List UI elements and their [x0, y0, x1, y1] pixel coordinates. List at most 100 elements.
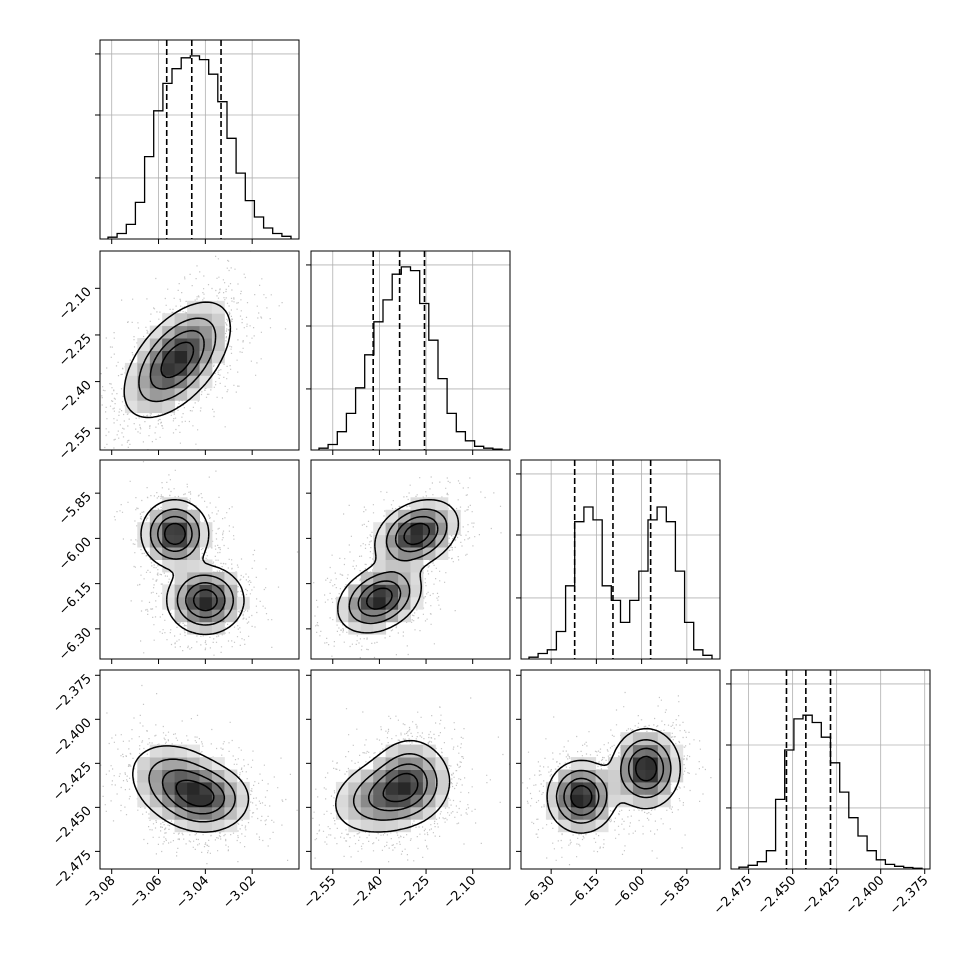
- contour-level-2: [357, 515, 439, 617]
- density-panel-0-1: [99, 250, 300, 451]
- histogram-step: [528, 506, 713, 659]
- density-content: [113, 461, 299, 656]
- y-tick-label: −5.85: [56, 489, 95, 528]
- density-cells: [124, 300, 225, 414]
- density-cell: [162, 338, 176, 351]
- panel-frame: [99, 669, 300, 870]
- density-cell: [187, 559, 200, 573]
- density-cell: [645, 744, 659, 758]
- density-cell: [187, 509, 200, 523]
- density-cell: [348, 794, 362, 808]
- y-tick-label: −2.40: [56, 378, 95, 417]
- density-content: [311, 697, 510, 863]
- x-tick-label: −2.55: [301, 873, 340, 912]
- density-cell: [360, 819, 374, 833]
- density-cell: [174, 584, 188, 598]
- contour-level-1: [348, 508, 448, 625]
- panel-frame: [520, 669, 721, 870]
- contour-level-1: [555, 739, 672, 824]
- density-cell: [199, 609, 213, 623]
- density-cell: [570, 781, 584, 795]
- y-tick-label: −2.450: [50, 804, 95, 849]
- density-cell: [608, 794, 621, 808]
- density-cell: [162, 362, 176, 376]
- contour-level-1: [148, 758, 236, 823]
- panel-frame: [310, 459, 511, 660]
- density-cell: [583, 794, 597, 808]
- density-cell: [385, 559, 399, 573]
- density-cell: [224, 769, 238, 783]
- density-cell: [137, 387, 151, 401]
- density-cell: [545, 806, 559, 820]
- density-cell: [187, 769, 200, 783]
- density-cell: [124, 375, 138, 389]
- density-cell: [162, 559, 176, 573]
- scatter-points: [113, 461, 299, 656]
- density-panel-2-3: [520, 669, 721, 870]
- x-tick-label: −2.475: [711, 873, 756, 918]
- density-panel-1-2: [310, 459, 511, 660]
- density-cell: [174, 806, 188, 820]
- density-cell: [558, 806, 572, 820]
- density-cell: [385, 806, 399, 820]
- density-cell: [187, 387, 200, 401]
- histogram-panel-2: [516, 459, 721, 660]
- contour-level-0: [546, 727, 682, 834]
- density-cell: [348, 806, 362, 820]
- density-cell: [385, 781, 399, 795]
- density-cell: [435, 522, 449, 536]
- contour-level-2: [161, 769, 226, 815]
- y-tick-label: −2.55: [56, 424, 95, 463]
- density-cell: [224, 781, 238, 795]
- density-cell: [595, 769, 609, 783]
- density-cell: [670, 757, 684, 770]
- density-cell: [435, 781, 449, 795]
- density-cell: [162, 769, 176, 783]
- density-cell: [224, 596, 238, 610]
- density-panel-0-3: [99, 669, 300, 870]
- x-tick-label: −5.85: [655, 873, 694, 912]
- density-cell: [224, 806, 238, 820]
- contour-level-3: [163, 522, 218, 612]
- panel-frame: [310, 669, 511, 870]
- density-cell: [558, 819, 572, 833]
- density-cell: [174, 534, 188, 548]
- density-cell: [620, 794, 634, 808]
- density-cell: [199, 522, 213, 536]
- density-cell: [620, 769, 634, 783]
- density-cells: [137, 497, 250, 635]
- contour-level-3: [382, 772, 419, 803]
- density-cell: [657, 732, 671, 746]
- density-cell: [570, 757, 584, 770]
- x-tick-label: −2.375: [887, 873, 932, 918]
- contour-level-2: [157, 515, 226, 619]
- density-cell: [137, 757, 151, 770]
- density-content: [100, 684, 298, 865]
- density-cell: [545, 794, 559, 808]
- panel-frame: [99, 250, 300, 451]
- density-cell: [360, 584, 374, 598]
- density-cell: [398, 794, 411, 808]
- grid: [100, 40, 299, 239]
- y-tick-label: −2.475: [50, 848, 95, 893]
- contour-level-0: [140, 498, 245, 636]
- density-cell: [373, 794, 387, 808]
- density-cell: [199, 338, 213, 351]
- x-tick-label: −3.02: [220, 873, 259, 912]
- panel-frame: [99, 459, 300, 660]
- density-cell: [149, 769, 163, 783]
- density-cell: [373, 559, 387, 573]
- density-cell: [435, 794, 449, 808]
- density-cell: [174, 350, 188, 364]
- density-cell: [211, 609, 225, 623]
- density-cell: [422, 806, 436, 820]
- density-cell: [187, 781, 200, 795]
- density-cell: [385, 509, 399, 523]
- density-cell: [657, 757, 671, 770]
- contour-level-0: [337, 498, 460, 634]
- density-cell: [149, 794, 163, 808]
- histogram-step: [738, 714, 923, 869]
- x-tick-label: −2.450: [755, 873, 800, 918]
- density-cell: [199, 300, 213, 314]
- density-cell: [398, 609, 411, 623]
